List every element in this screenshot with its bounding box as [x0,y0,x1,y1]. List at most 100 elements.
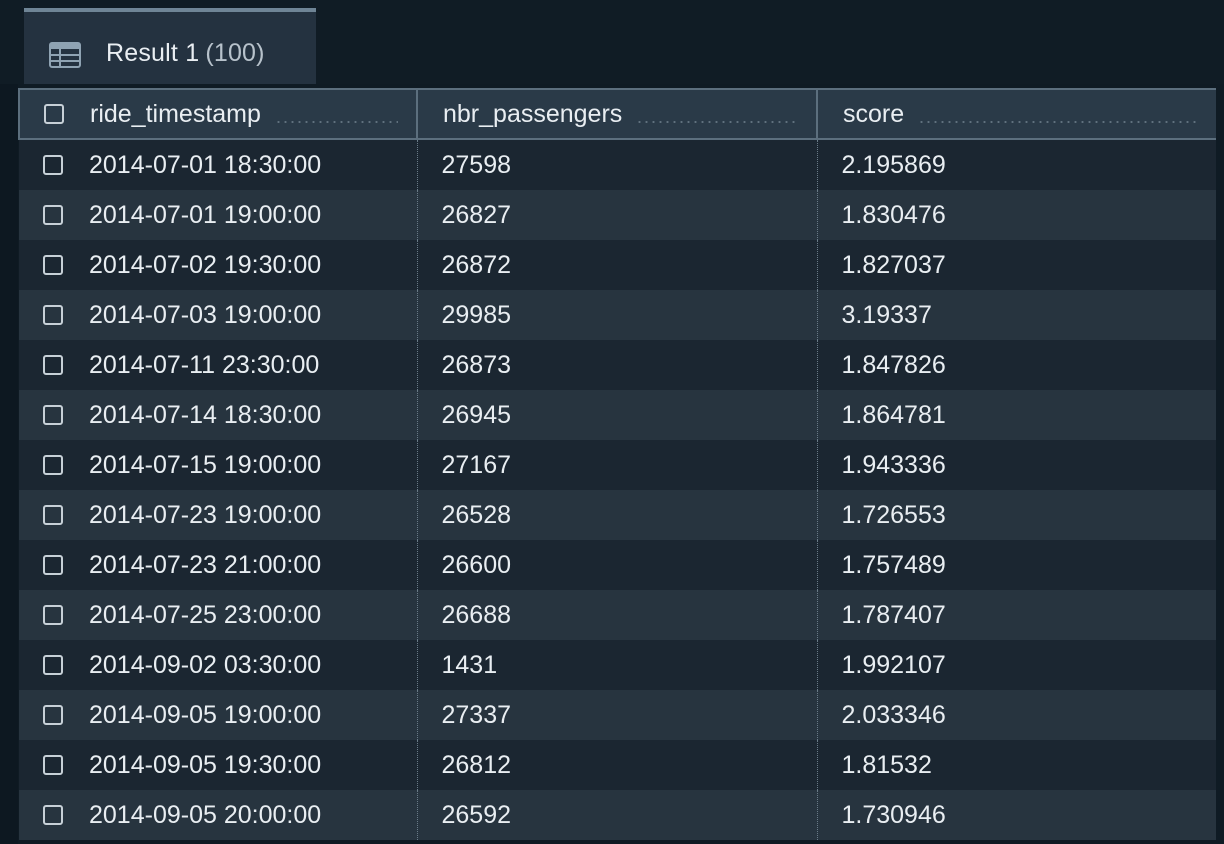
table-row[interactable]: 2014-09-05 19:00:00 27337 2.033346 [19,690,1216,740]
cell-value: 1.730946 [841,800,946,829]
table-row[interactable]: 2014-07-11 23:30:00 26873 1.847826 [19,340,1216,390]
tab-result-1[interactable]: Result 1 (100) [24,8,316,84]
left-gutter [0,0,18,844]
table-cell[interactable]: 1.827037 [817,240,1216,290]
column-resize-dots [918,121,1198,123]
table-cell[interactable]: 2014-07-02 19:30:00 [19,240,418,290]
cell-value: 1.992107 [841,650,946,679]
row-checkbox[interactable] [43,405,63,425]
table-cell[interactable]: 27167 [417,440,818,490]
cell-value: 1431 [441,650,498,679]
cell-value: 1.864781 [841,400,946,429]
table-cell[interactable]: 1.726553 [817,490,1216,540]
table-cell[interactable]: 2.033346 [817,690,1216,740]
table-row[interactable]: 2014-07-03 19:00:00 29985 3.19337 [19,290,1216,340]
cell-value: 26688 [441,600,512,629]
table-cell[interactable]: 2014-07-23 19:00:00 [19,490,418,540]
table-cell[interactable]: 27598 [417,139,818,190]
table-cell[interactable]: 1.830476 [817,190,1216,240]
table-cell[interactable]: 2014-09-02 03:30:00 [19,640,418,690]
cell-value: 1.847826 [841,350,946,379]
table-cell[interactable]: 2014-07-11 23:30:00 [19,340,418,390]
table-cell[interactable]: 27337 [417,690,818,740]
cell-value: 2014-07-01 19:00:00 [89,200,322,229]
select-all-checkbox[interactable] [44,104,64,124]
row-checkbox[interactable] [43,705,63,725]
row-checkbox[interactable] [43,605,63,625]
cell-value: 2014-07-25 23:00:00 [89,600,322,629]
table-cell[interactable]: 26528 [417,490,818,540]
table-cell[interactable]: 1.943336 [817,440,1216,490]
column-header-ride-timestamp[interactable]: ride_timestamp [18,88,418,140]
table-cell[interactable]: 29985 [417,290,818,340]
table-cell[interactable]: 1.864781 [817,390,1216,440]
table-cell[interactable]: 2014-07-15 19:00:00 [19,440,418,490]
table-row[interactable]: 2014-07-23 21:00:00 26600 1.757489 [19,540,1216,590]
cell-value: 26592 [441,800,512,829]
row-checkbox[interactable] [43,455,63,475]
table-row[interactable]: 2014-07-23 19:00:00 26528 1.726553 [19,490,1216,540]
cell-value: 1.943336 [841,450,946,479]
cell-value: 2.195869 [841,150,946,179]
table-cell[interactable]: 1.730946 [817,790,1216,840]
table-cell[interactable]: 2.195869 [817,139,1216,190]
table-row[interactable]: 2014-07-02 19:30:00 26872 1.827037 [19,240,1216,290]
cell-value: 26872 [441,250,512,279]
table-cell[interactable]: 1.81532 [817,740,1216,790]
table-cell[interactable]: 2014-07-25 23:00:00 [19,590,418,640]
results-table: ride_timestamp nbr_passengers score [18,88,1216,840]
table-cell[interactable]: 26600 [417,540,818,590]
table-cell[interactable]: 26873 [417,340,818,390]
table-cell[interactable]: 1431 [417,640,818,690]
cell-value: 2014-07-14 18:30:00 [89,400,322,429]
row-checkbox[interactable] [43,805,63,825]
column-header-score[interactable]: score [816,88,1216,140]
cell-value: 2014-07-23 19:00:00 [89,500,322,529]
table-cell[interactable]: 26592 [417,790,818,840]
row-checkbox[interactable] [43,305,63,325]
table-cell[interactable]: 2014-07-01 18:30:00 [19,139,418,190]
column-resize-dots [636,121,798,123]
table-cell[interactable]: 1.757489 [817,540,1216,590]
table-cell[interactable]: 2014-07-01 19:00:00 [19,190,418,240]
table-row[interactable]: 2014-07-14 18:30:00 26945 1.864781 [19,390,1216,440]
cell-value: 2014-07-23 21:00:00 [89,550,322,579]
table-cell[interactable]: 26688 [417,590,818,640]
table-cell[interactable]: 1.787407 [817,590,1216,640]
row-checkbox[interactable] [43,155,63,175]
table-cell[interactable]: 26812 [417,740,818,790]
row-checkbox[interactable] [43,505,63,525]
table-row[interactable]: 2014-07-01 19:00:00 26827 1.830476 [19,190,1216,240]
table-cell[interactable]: 26872 [417,240,818,290]
table-cell[interactable]: 1.847826 [817,340,1216,390]
cell-value: 2.033346 [841,700,946,729]
table-row[interactable]: 2014-07-25 23:00:00 26688 1.787407 [19,590,1216,640]
table-cell[interactable]: 3.19337 [817,290,1216,340]
table-cell[interactable]: 2014-09-05 19:00:00 [19,690,418,740]
table-cell[interactable]: 1.992107 [817,640,1216,690]
row-checkbox[interactable] [43,555,63,575]
row-checkbox[interactable] [43,655,63,675]
cell-value: 1.757489 [841,550,946,579]
table-cell[interactable]: 2014-07-03 19:00:00 [19,290,418,340]
table-row[interactable]: 2014-09-05 20:00:00 26592 1.730946 [19,790,1216,840]
table-row[interactable]: 2014-09-05 19:30:00 26812 1.81532 [19,740,1216,790]
column-header-label: score [843,99,905,128]
table-cell[interactable]: 2014-09-05 20:00:00 [19,790,418,840]
table-row[interactable]: 2014-07-15 19:00:00 27167 1.943336 [19,440,1216,490]
row-checkbox[interactable] [43,355,63,375]
cell-value: 1.830476 [841,200,946,229]
table-cell[interactable]: 26945 [417,390,818,440]
table-cell[interactable]: 2014-09-05 19:30:00 [19,740,418,790]
cell-value: 27598 [441,150,512,179]
row-checkbox[interactable] [43,755,63,775]
table-cell[interactable]: 2014-07-14 18:30:00 [19,390,418,440]
table-row[interactable]: 2014-09-02 03:30:00 1431 1.992107 [19,640,1216,690]
column-header-nbr-passengers[interactable]: nbr_passengers [416,88,818,140]
row-checkbox[interactable] [43,255,63,275]
row-checkbox[interactable] [43,205,63,225]
table-row[interactable]: 2014-07-01 18:30:00 27598 2.195869 [19,139,1216,190]
cell-value: 2014-07-01 18:30:00 [89,150,322,179]
table-cell[interactable]: 2014-07-23 21:00:00 [19,540,418,590]
table-cell[interactable]: 26827 [417,190,818,240]
